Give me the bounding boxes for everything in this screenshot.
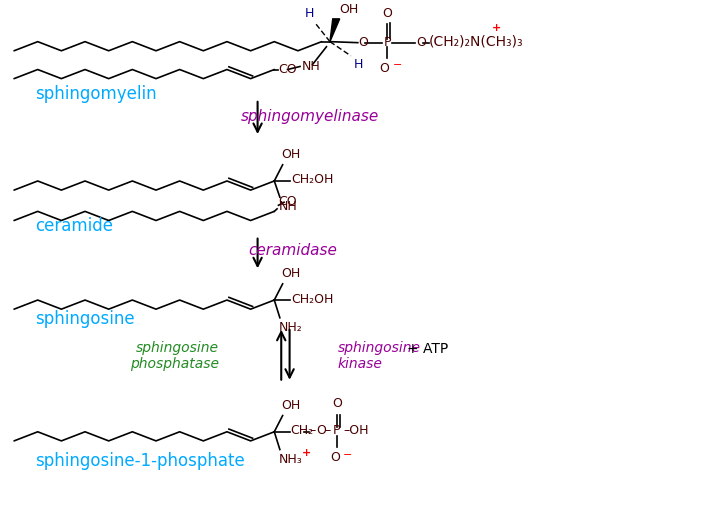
Text: P: P — [383, 36, 391, 49]
Text: sphingosine-1-phosphate: sphingosine-1-phosphate — [35, 452, 245, 470]
Text: NH₂: NH₂ — [278, 322, 302, 334]
Polygon shape — [330, 19, 339, 42]
Text: OH: OH — [339, 3, 359, 16]
Text: ceramide: ceramide — [35, 217, 113, 235]
Text: –: – — [324, 424, 331, 437]
Text: sphingomyelinase: sphingomyelinase — [241, 109, 379, 124]
Text: + ATP: + ATP — [407, 342, 449, 356]
Text: O: O — [332, 398, 342, 410]
Text: O: O — [379, 62, 389, 75]
Text: sphingosine
kinase: sphingosine kinase — [338, 341, 420, 371]
Text: O: O — [416, 36, 426, 49]
Text: CH₂: CH₂ — [290, 424, 313, 437]
Text: +: + — [491, 23, 501, 34]
Text: NH: NH — [278, 200, 297, 213]
Text: sphingomyelin: sphingomyelin — [35, 85, 157, 103]
Text: NH₃: NH₃ — [278, 453, 302, 466]
Text: –: – — [309, 424, 315, 437]
Text: P: P — [333, 424, 341, 437]
Text: O: O — [316, 424, 326, 437]
Text: O: O — [382, 7, 392, 20]
Text: (CH₂)₂N(CH₃)₃: (CH₂)₂N(CH₃)₃ — [429, 35, 523, 49]
Text: OH: OH — [281, 148, 300, 161]
Text: CO: CO — [278, 195, 296, 208]
Text: NH: NH — [302, 60, 320, 73]
Text: O: O — [330, 451, 340, 464]
Text: CH₂OH: CH₂OH — [291, 293, 334, 306]
Text: OH: OH — [281, 399, 300, 412]
Text: H: H — [354, 58, 363, 71]
Text: OH: OH — [281, 267, 300, 280]
Text: H: H — [305, 7, 314, 20]
Text: ceramidase: ceramidase — [248, 244, 337, 258]
Text: O: O — [359, 36, 368, 49]
Text: CH₂OH: CH₂OH — [291, 174, 334, 187]
Text: −: − — [393, 60, 402, 70]
Text: CO: CO — [278, 63, 297, 76]
Text: −: − — [342, 449, 352, 460]
Text: sphingosine: sphingosine — [35, 310, 135, 328]
Text: +: + — [302, 448, 312, 458]
Text: –OH: –OH — [344, 424, 369, 437]
Text: sphingosine
phosphatase: sphingosine phosphatase — [131, 341, 219, 371]
